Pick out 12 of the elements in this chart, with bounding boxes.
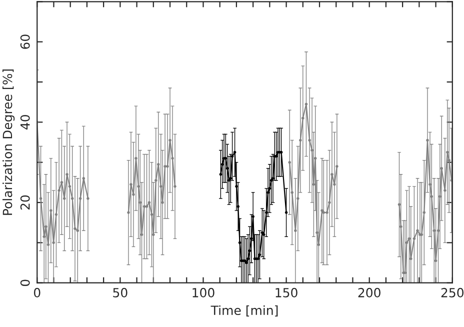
x-axis-title: Time [min] <box>210 305 278 317</box>
y-axis-title: Polarization Degree [%] <box>2 69 15 215</box>
x-tick-label: 0 <box>34 288 40 298</box>
x-tick-label: 250 <box>441 288 464 298</box>
x-tick-label: 100 <box>192 288 214 298</box>
x-tick-label: 200 <box>358 288 380 298</box>
y-tick-label: 0 <box>20 280 30 286</box>
y-tick-label: 40 <box>20 115 30 130</box>
y-tick-label: 20 <box>20 195 30 210</box>
y-tick-label: 60 <box>20 34 30 49</box>
x-tick-label: 50 <box>113 288 128 298</box>
x-tick-label: 150 <box>276 288 298 298</box>
